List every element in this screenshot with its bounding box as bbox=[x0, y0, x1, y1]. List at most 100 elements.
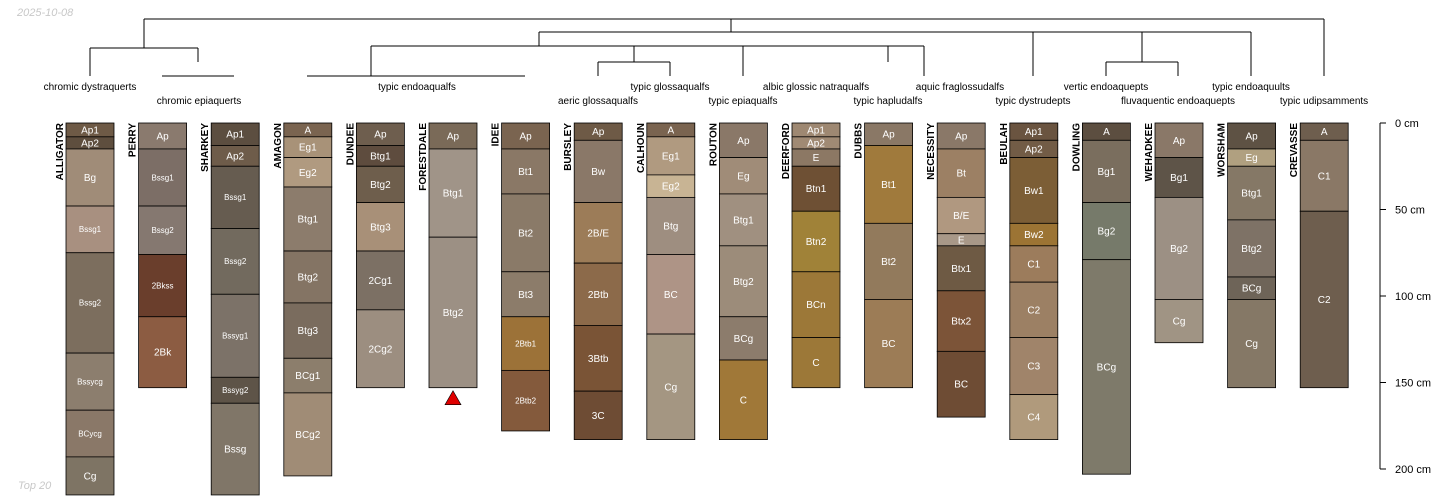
taxon-label-typic-dystrudepts: typic dystrudepts bbox=[995, 96, 1070, 107]
horizon-cg bbox=[646, 333, 696, 440]
horizon-label: Bssycg bbox=[77, 377, 103, 386]
horizon-label: Btg2 bbox=[443, 308, 464, 319]
horizon-bg2 bbox=[1154, 196, 1204, 300]
profile-dundee: DUNDEE Ap Btg1 Btg2 Btg3 2Cg1 2Cg2 bbox=[345, 122, 405, 389]
horizon-2bk bbox=[138, 316, 188, 389]
horizon-label: B/E bbox=[953, 211, 969, 222]
horizon-label: Ap1 bbox=[81, 125, 99, 136]
profile-necessity: NECESSITY Ap Bt B/E E Btx1 Btx2 BC bbox=[926, 122, 986, 418]
profile-routon: ROUTON Ap Eg Btg1 Btg2 BCg C bbox=[708, 122, 768, 440]
horizon-bt2 bbox=[864, 222, 913, 300]
horizon-label: 3Btb bbox=[588, 354, 609, 365]
horizon-bg1 bbox=[1154, 157, 1204, 198]
horizon-label: Bt3 bbox=[518, 290, 533, 301]
horizon-ap bbox=[719, 122, 768, 158]
taxon-label-typic-glossaqualfs: typic glossaqualfs bbox=[631, 82, 710, 93]
horizon-ap bbox=[1154, 122, 1204, 158]
horizon-label: Bssg2 bbox=[224, 257, 247, 266]
profile-name: PERRY bbox=[128, 123, 139, 157]
horizon-bcg bbox=[719, 316, 768, 361]
horizon-bcn bbox=[791, 271, 841, 338]
horizon-c bbox=[791, 337, 841, 389]
horizon-label: Eg1 bbox=[662, 151, 680, 162]
horizon-bssg1 bbox=[138, 148, 188, 207]
horizon-c1 bbox=[1009, 245, 1059, 283]
horizon-label: E bbox=[958, 235, 965, 246]
horizon-label: Eg1 bbox=[299, 143, 317, 154]
horizon-label: BCg bbox=[1242, 284, 1261, 295]
horizon-label: 2Bk bbox=[154, 348, 172, 359]
horizon-label: Btg2 bbox=[733, 277, 754, 288]
horizon-label: Bg2 bbox=[1170, 244, 1188, 255]
profile-name: DEERFORD bbox=[781, 123, 792, 179]
horizon-label: BCycg bbox=[78, 429, 102, 438]
horizon-btg2 bbox=[283, 250, 333, 304]
profile-worsham: WORSHAM Ap Eg Btg1 Btg2 BCg Cg bbox=[1217, 122, 1276, 389]
horizon-btn2 bbox=[791, 210, 841, 273]
horizon-label: Cg bbox=[1245, 339, 1258, 350]
subset-note: Top 20 bbox=[18, 480, 52, 492]
taxon-label-typic-udipsamments: typic udipsamments bbox=[1280, 96, 1368, 107]
horizon-label: Bssyg2 bbox=[222, 386, 249, 395]
horizon-label: Ap bbox=[882, 130, 895, 141]
horizon-bssg2 bbox=[138, 205, 188, 255]
horizon-label: Ap bbox=[955, 131, 968, 142]
horizon-label: Btn2 bbox=[806, 237, 827, 248]
horizon-2cg2 bbox=[355, 309, 405, 389]
horizon-label: Bssg2 bbox=[79, 299, 102, 308]
truncation-marker-icon bbox=[444, 390, 462, 405]
profile-calhoun: CALHOUN A Eg1 Eg2 Btg BC Cg bbox=[636, 122, 696, 440]
profile-name: FORESTDALE bbox=[418, 123, 429, 191]
horizon-c1 bbox=[1299, 139, 1349, 212]
horizon-c3 bbox=[1009, 337, 1059, 396]
horizon-label: A bbox=[1321, 127, 1328, 138]
horizon-label: BC bbox=[954, 380, 968, 391]
horizon-bt1 bbox=[501, 148, 551, 195]
horizon-btg2 bbox=[719, 245, 768, 318]
horizon-label: Ap2 bbox=[807, 138, 825, 149]
horizon-btg1 bbox=[283, 186, 333, 252]
profile-crevasse: CREVASSE A C1 C2 bbox=[1289, 122, 1349, 389]
profile-deerford: DEERFORD Ap1 Ap2 E Btn1 Btn2 BCn C bbox=[781, 122, 841, 389]
horizon-bssg2 bbox=[65, 252, 115, 354]
horizon-label: Bw1 bbox=[1024, 186, 1044, 197]
horizon-label: Ap1 bbox=[807, 125, 825, 136]
profile-perry: PERRY Ap Bssg1 Bssg2 2Bkss 2Bk bbox=[128, 122, 188, 389]
horizon-label: C1 bbox=[1027, 259, 1040, 270]
horizon-btg2 bbox=[428, 236, 478, 389]
horizon-label: 2Cg1 bbox=[368, 276, 392, 287]
profile-forestdale: FORESTDALE Ap Btg1 Btg2 bbox=[418, 122, 478, 405]
profile-dubbs: DUBBS Ap Bt1 Bt2 BC bbox=[854, 122, 913, 389]
horizon-label: Eg bbox=[737, 171, 749, 182]
horizon-label: Ap2 bbox=[226, 151, 244, 162]
horizon-label: Cg bbox=[664, 382, 677, 393]
horizon-label: Eg2 bbox=[299, 168, 317, 179]
horizon-bt bbox=[936, 148, 986, 198]
profile-name: WEHADKEE bbox=[1144, 123, 1155, 182]
horizon-bssg bbox=[210, 402, 260, 496]
horizon-label: Bg1 bbox=[1170, 173, 1188, 184]
horizon-label: A bbox=[1103, 127, 1110, 138]
horizon-2btb bbox=[573, 262, 623, 326]
date-stamp: 2025-10-08 bbox=[17, 7, 74, 19]
horizon-label: Ap bbox=[737, 136, 750, 147]
horizon-bc bbox=[864, 299, 913, 389]
taxon-label-chromic-dystraquerts: chromic dystraquerts bbox=[44, 82, 137, 93]
horizon-bcg1 bbox=[283, 357, 333, 394]
horizon-label: Btx2 bbox=[951, 317, 971, 328]
profile-name: BURSLEY bbox=[563, 123, 574, 171]
profile-alligator: ALLIGATOR Ap1 Ap2 Bg Bssg1 Bssg2 Bssycg BCycg Cg bbox=[55, 122, 115, 496]
horizon-btg3 bbox=[283, 302, 333, 359]
horizon-label: BCg bbox=[1097, 362, 1116, 373]
horizon-label: BC bbox=[664, 290, 678, 301]
horizon-label: Ap1 bbox=[226, 130, 244, 141]
axis-tick-label: 150 cm bbox=[1395, 378, 1431, 390]
horizon-label: Ap bbox=[1245, 131, 1258, 142]
horizon-2btb1 bbox=[501, 316, 551, 371]
profile-name: CALHOUN bbox=[636, 123, 647, 173]
horizon-bc bbox=[646, 254, 696, 335]
profile-name: DOWLING bbox=[1071, 123, 1082, 172]
horizon-label: 2Cg2 bbox=[368, 344, 392, 355]
horizon-bg bbox=[65, 148, 115, 207]
